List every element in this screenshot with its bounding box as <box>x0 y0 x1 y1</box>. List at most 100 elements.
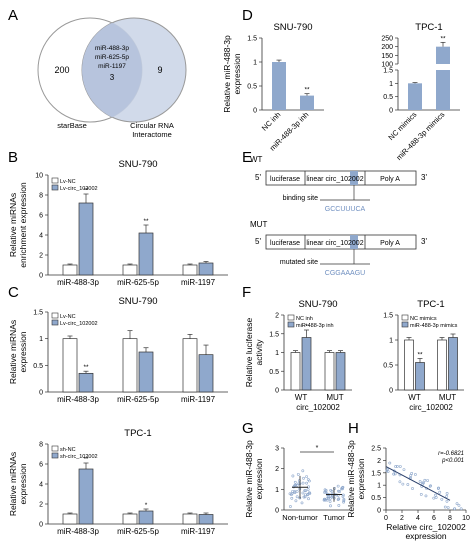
chart-g-point <box>306 492 310 496</box>
chart-h-r-value: r=-0.6821 <box>438 451 464 457</box>
wt-luciferase-label: luciferase <box>270 176 300 183</box>
chart-c1-bar <box>78 372 94 393</box>
chart-h-fit-line <box>385 466 451 501</box>
venn-overlap-mirna-2: miR-625-5p <box>95 54 129 61</box>
chart-b: SNU-790 0 2 4 6 8 10 Relative miRNAs enrichment … <box>8 159 228 287</box>
chart-h-point <box>437 486 440 490</box>
mut-three-prime: 3' <box>421 237 427 246</box>
chart-h-x-label: expression <box>405 531 446 541</box>
chart-b-bar <box>62 264 78 276</box>
chart-b-y-label: Relative miRNAs <box>8 193 18 257</box>
chart-d1-bar <box>272 62 286 110</box>
chart-d2-bar <box>436 70 450 110</box>
chart-d2-bar <box>408 83 422 110</box>
wt-polya-label: Poly A <box>380 176 400 183</box>
panel-label-f: F <box>242 284 251 301</box>
wt-label: WT <box>250 155 263 164</box>
chart-c2-significance: * <box>145 502 148 509</box>
chart-b-y-label: enrichment expression <box>18 182 28 268</box>
chart-f2-legend-label: NC mimics <box>410 316 437 322</box>
chart-c1-x-tick-label: miR-625-5p <box>117 395 159 404</box>
chart-g-point <box>293 480 297 484</box>
mut-five-prime: 5' <box>255 237 261 246</box>
chart-c1-significance: ** <box>83 364 89 371</box>
chart-b-significance: ** <box>143 218 149 225</box>
chart-c1-y-label: expression <box>18 331 28 372</box>
chart-h-point <box>414 473 417 476</box>
chart-g-point <box>336 484 340 488</box>
chart-g-point <box>295 495 299 499</box>
chart-c2-bar <box>122 513 138 525</box>
chart-g-point <box>301 481 305 485</box>
chart-g-point <box>322 498 326 502</box>
chart-f1-x-group-label: circ_102002 <box>296 403 340 412</box>
chart-h-point <box>438 490 442 494</box>
chart-f1-y-tick-label: 0.5 <box>269 369 279 376</box>
chart-b-legend-swatch <box>51 184 59 191</box>
wt-sequence: GCCUUUCA <box>325 206 366 213</box>
construct-diagram: WT 5' luciferase linear circ_102002 Poly… <box>250 155 427 277</box>
chart-h-point <box>459 507 463 511</box>
chart-c1-y-tick-label: 1.5 <box>33 310 43 317</box>
chart-h-point <box>428 484 432 488</box>
chart-f1-bar <box>290 352 301 391</box>
chart-d2-y-tick-label: 0.5 <box>383 94 393 101</box>
chart-c1-legend-swatch <box>51 312 59 319</box>
chart-g-x-tick-label: Non-tumor <box>282 513 318 522</box>
wt-construct-box <box>265 170 417 186</box>
chart-h-point <box>388 461 392 465</box>
venn-right-count: 9 <box>157 65 162 75</box>
chart-c2-y-tick-label: 0 <box>39 522 43 529</box>
chart-b-y-tick-label: 10 <box>35 173 43 180</box>
chart-g-y-tick-label: 2 <box>275 466 279 473</box>
chart-g-point <box>305 481 309 485</box>
chart-g-point <box>301 491 305 495</box>
chart-d1-y-label: expression <box>232 53 242 94</box>
chart-f2-significance: ** <box>417 352 423 359</box>
chart-h-point <box>398 480 402 484</box>
chart-b-x-tick-label: miR-625-5p <box>117 278 159 287</box>
panel-label-d: D <box>242 7 253 24</box>
chart-h-point <box>446 506 450 510</box>
chart-d2-y-tick-label: 1 <box>389 81 393 88</box>
chart-f1-y-tick-label: 1.5 <box>269 331 279 338</box>
chart-f2-bar <box>404 339 414 391</box>
wt-three-prime: 3' <box>421 173 427 182</box>
chart-h-y-label: expression <box>356 458 366 499</box>
chart-h-x-label: Relative circ_102002 <box>386 522 466 532</box>
chart-c2-bar <box>198 514 214 525</box>
chart-h-x-tick-label: 4 <box>416 515 420 522</box>
chart-c2-y-tick-label: 8 <box>39 442 43 449</box>
chart-h-point <box>433 493 437 497</box>
chart-c1: SNU-790 0 0.5 1 1.5 Relative miRNAs expression… <box>8 296 228 404</box>
chart-g-point <box>302 476 305 480</box>
chart-f1-title: SNU-790 <box>298 299 337 310</box>
chart-b-y-tick-label: 8 <box>39 193 43 200</box>
chart-c1-legend-label: Lv-circ_102002 <box>60 321 98 327</box>
chart-c1-title: SNU-790 <box>118 296 157 307</box>
chart-c1-bar <box>122 338 138 393</box>
chart-d2-y-tick-label: 100 <box>381 62 393 69</box>
chart-b-bar <box>182 264 198 276</box>
chart-b-x-tick-label: miR-488-3p <box>57 278 99 287</box>
chart-b-bar <box>138 232 154 276</box>
chart-g-point <box>291 474 295 478</box>
chart-f2-y-tick-label: 0.5 <box>383 363 393 370</box>
chart-g-point <box>303 495 307 499</box>
chart-g-point <box>342 500 345 504</box>
chart-c2-y-tick-label: 6 <box>39 462 43 469</box>
chart-c1-bar <box>182 338 198 393</box>
wt-five-prime: 5' <box>255 173 261 182</box>
chart-h-x-tick-label: 0 <box>384 515 388 522</box>
chart-g-point <box>340 486 344 490</box>
chart-b-legend-swatch <box>51 177 59 184</box>
chart-h-point <box>445 494 449 498</box>
chart-h-point <box>394 465 398 468</box>
chart-h-point <box>453 507 457 511</box>
chart-d1-bar <box>300 95 314 110</box>
chart-h-y-tick-label: 0 <box>377 508 381 515</box>
chart-d1: SNU-790 0 0.5 1 1.5 Relative miR-488-3p expres… <box>222 22 324 153</box>
chart-g: 0 1 2 3 Relative miR-488-3p expression Non-tum… <box>244 440 350 522</box>
chart-f1: SNU-790 0 0.5 1 1.5 2 Relative luciferase activ… <box>244 299 352 412</box>
